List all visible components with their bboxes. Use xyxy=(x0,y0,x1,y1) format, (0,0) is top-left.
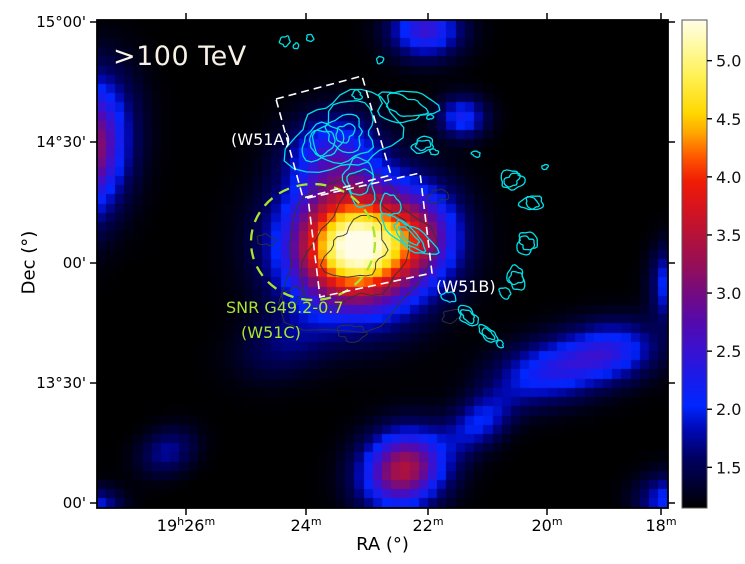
region-box-w51a xyxy=(275,75,392,199)
colorbar-tick-label: 3.0 xyxy=(716,284,741,303)
colorbar-tick-label: 2.0 xyxy=(716,400,741,419)
y-tick-label: 14°30' xyxy=(36,133,86,151)
w51a-region-label: (W51A) xyxy=(231,130,291,149)
x-tick-label: 20m​ xyxy=(531,515,562,535)
molecular-cloud-contours xyxy=(278,33,549,349)
x-tick-label: 18m​ xyxy=(645,515,676,535)
radio-contours xyxy=(256,171,465,343)
snr-w51c-ellipse xyxy=(249,182,377,302)
colorbar-tick-label: 4.0 xyxy=(716,168,741,187)
y-tick-label: 13°30' xyxy=(36,374,86,392)
y-tick-label: 00' xyxy=(63,494,86,512)
x-tick-label: 19h​26m​ xyxy=(157,515,215,535)
colorbar-tick-label: 1.5 xyxy=(716,458,741,477)
colorbar-tick-label: 4.5 xyxy=(716,110,741,129)
x-axis-title: RA (°) xyxy=(356,534,409,555)
w51c-region-label: (W51C) xyxy=(241,323,301,342)
w51b-region-label: (W51B) xyxy=(436,277,496,296)
y-tick-label: 00' xyxy=(63,254,86,272)
energy-threshold-label: >100 TeV xyxy=(113,41,247,72)
colorbar xyxy=(681,19,708,509)
snr-name-label: SNR G49.2-0.7 xyxy=(226,298,344,317)
x-tick-label: 22m​ xyxy=(412,515,443,535)
colorbar-tick-label: 3.5 xyxy=(716,226,741,245)
region-box-w51b xyxy=(307,172,433,298)
colorbar-tick-label: 5.0 xyxy=(716,52,741,71)
colorbar-tick-label: 2.5 xyxy=(716,342,741,361)
plot-frame xyxy=(96,19,669,509)
gamma-ray-significance-heatmap xyxy=(97,20,668,508)
y-tick-label: 15°00' xyxy=(36,13,86,31)
y-axis-title: Dec (°) xyxy=(18,230,40,295)
x-tick-label: 24m​ xyxy=(290,515,321,535)
